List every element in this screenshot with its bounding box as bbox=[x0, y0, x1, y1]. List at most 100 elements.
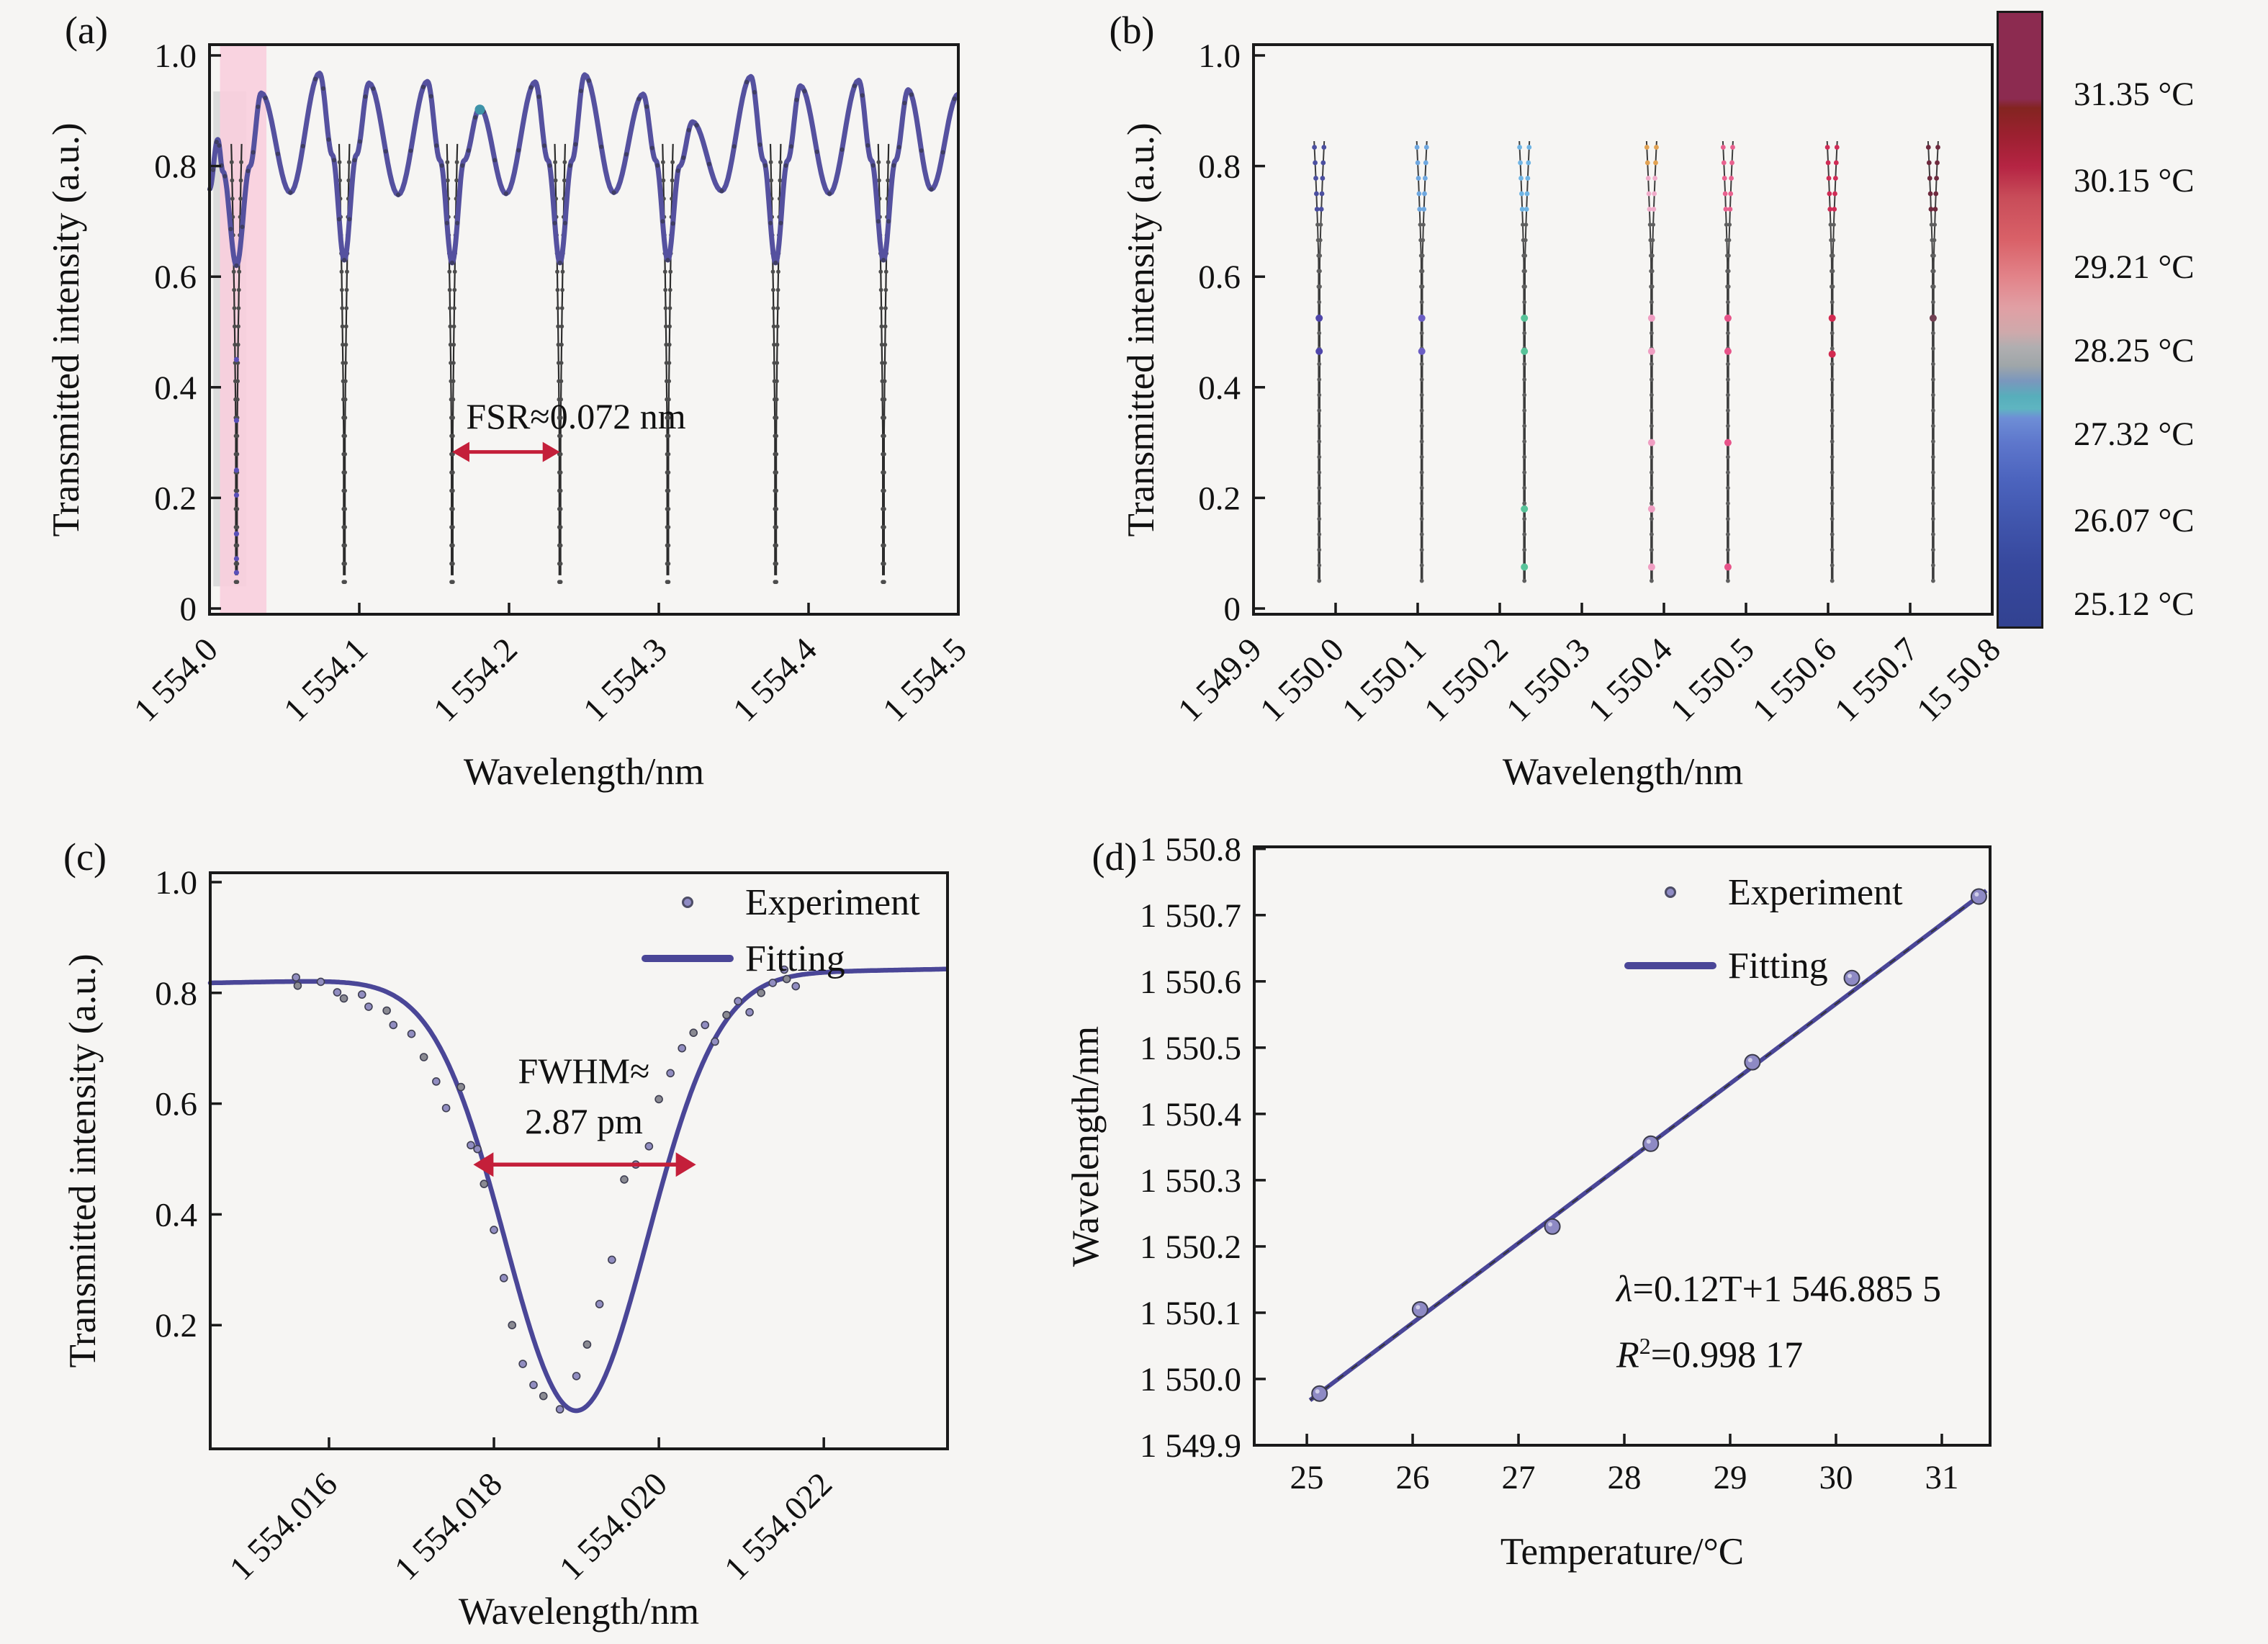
svg-text:15 50.8: 15 50.8 bbox=[1909, 631, 2007, 729]
legend-c-fitting-row: Fitting bbox=[630, 930, 920, 987]
svg-text:1 550.7: 1 550.7 bbox=[1827, 631, 1925, 729]
fitting-line-icon bbox=[630, 955, 745, 962]
svg-text:1 550.3: 1 550.3 bbox=[1140, 1162, 1241, 1200]
svg-text:31: 31 bbox=[1925, 1459, 1958, 1496]
svg-text:27: 27 bbox=[1502, 1459, 1536, 1496]
svg-text:1 554.016: 1 554.016 bbox=[222, 1465, 345, 1588]
panel-b-ylabel: Transmitted intensity (a.u.) bbox=[1120, 122, 1162, 537]
legend-d-fitting-row: Fitting bbox=[1613, 929, 1903, 1002]
legend-c-experiment-row: Experiment bbox=[630, 874, 920, 930]
svg-text:1 550.8: 1 550.8 bbox=[1140, 831, 1241, 868]
svg-text:28: 28 bbox=[1608, 1459, 1642, 1496]
panel-b: 1 549.91 550.01 550.11 550.21 550.31 550… bbox=[1171, 37, 2007, 729]
colorbar-label: 31.35 °C bbox=[2074, 76, 2195, 113]
colorbar-label: 26.07 °C bbox=[2074, 502, 2195, 539]
colorbar-label: 25.12 °C bbox=[2074, 585, 2195, 623]
panel-d-xlabel: Temperature/°C bbox=[1500, 1531, 1745, 1573]
svg-text:1 550.0: 1 550.0 bbox=[1140, 1361, 1241, 1398]
fit-equation: λ=0.12T+1 546.885 5 R2=0.998 17 bbox=[1616, 1262, 1941, 1383]
svg-text:1 550.2: 1 550.2 bbox=[1140, 1228, 1241, 1266]
svg-text:0: 0 bbox=[180, 590, 197, 628]
svg-text:1 554.0: 1 554.0 bbox=[127, 631, 225, 729]
panel-b-xlabel: Wavelength/nm bbox=[1502, 751, 1744, 793]
svg-text:1 550.5: 1 550.5 bbox=[1663, 631, 1761, 729]
fwhm-line1: FWHM≈ bbox=[518, 1051, 650, 1091]
svg-text:0.8: 0.8 bbox=[155, 975, 197, 1012]
panel-d-letter: (d) bbox=[1092, 835, 1138, 879]
colorbar-label: 27.32 °C bbox=[2074, 416, 2195, 453]
legend-c-fitting-label: Fitting bbox=[745, 938, 845, 979]
svg-text:25: 25 bbox=[1290, 1459, 1324, 1496]
svg-text:1 550.1: 1 550.1 bbox=[1140, 1295, 1241, 1332]
colorbar-label: 29.21 °C bbox=[2074, 248, 2195, 286]
svg-text:0.6: 0.6 bbox=[154, 259, 197, 296]
svg-text:1 550.1: 1 550.1 bbox=[1335, 631, 1433, 729]
svg-text:30: 30 bbox=[1819, 1459, 1853, 1496]
svg-text:1 554.5: 1 554.5 bbox=[876, 631, 973, 729]
svg-text:1 554.022: 1 554.022 bbox=[717, 1465, 840, 1588]
svg-text:1 550.6: 1 550.6 bbox=[1745, 631, 1843, 729]
panel-a-xlabel: Wavelength/nm bbox=[463, 751, 705, 793]
svg-text:1 554.2: 1 554.2 bbox=[426, 631, 524, 729]
fit-equation-r2-line: R2=0.998 17 bbox=[1616, 1333, 1804, 1376]
panel-a: 1 554.0 1 554.1 1 554.2 1 554.3 1 554.4 1 554… bbox=[127, 37, 973, 729]
legend-panel-c: Experiment Fitting bbox=[630, 874, 920, 987]
svg-text:0.4: 0.4 bbox=[154, 369, 197, 407]
svg-text:1 550.5: 1 550.5 bbox=[1140, 1030, 1241, 1067]
panel-c-xlabel: Wavelength/nm bbox=[458, 1591, 700, 1632]
legend-d-fitting-label: Fitting bbox=[1728, 945, 1828, 987]
svg-text:1 550.3: 1 550.3 bbox=[1499, 631, 1597, 729]
panel-d-ylabel: Wavelength/nm bbox=[1065, 1025, 1107, 1267]
experiment-marker-icon bbox=[1613, 886, 1728, 898]
fitting-line-icon bbox=[1613, 962, 1728, 969]
legend-d-experiment-row: Experiment bbox=[1613, 855, 1903, 929]
panel-a-letter: (a) bbox=[65, 9, 108, 52]
experiment-marker-icon bbox=[630, 897, 745, 908]
svg-text:1 550.2: 1 550.2 bbox=[1417, 631, 1515, 729]
svg-text:0.6: 0.6 bbox=[1198, 259, 1241, 296]
svg-text:0.2: 0.2 bbox=[1198, 480, 1241, 517]
fwhm-line2: 2.87 pm bbox=[525, 1101, 643, 1141]
svg-text:1 554.020: 1 554.020 bbox=[552, 1465, 675, 1588]
legend-c-experiment-label: Experiment bbox=[745, 881, 920, 923]
svg-text:1 550.7: 1 550.7 bbox=[1140, 897, 1241, 935]
svg-text:0.4: 0.4 bbox=[1198, 369, 1241, 407]
svg-text:0.8: 0.8 bbox=[1198, 148, 1241, 186]
svg-text:26: 26 bbox=[1396, 1459, 1430, 1496]
colorbar-label: 30.15 °C bbox=[2074, 162, 2195, 199]
fsr-annotation: FSR≈0.072 nm bbox=[466, 396, 686, 436]
svg-text:1 554.018: 1 554.018 bbox=[387, 1465, 510, 1588]
svg-text:1 554.4: 1 554.4 bbox=[726, 631, 824, 729]
svg-text:1 549.9: 1 549.9 bbox=[1171, 631, 1269, 729]
panel-c-letter: (c) bbox=[63, 835, 107, 879]
svg-text:1 550.4: 1 550.4 bbox=[1581, 631, 1679, 729]
panel-b-letter: (b) bbox=[1109, 9, 1155, 52]
temperature-colorbar bbox=[1997, 11, 2043, 629]
fit-equation-lambda-line: λ=0.12T+1 546.885 5 bbox=[1616, 1269, 1941, 1310]
svg-text:1 550.6: 1 550.6 bbox=[1140, 964, 1241, 1001]
svg-text:1.0: 1.0 bbox=[155, 864, 197, 902]
panel-d: 25 26 27 28 29 30 31 1 549.9 1 550.0 1 550.1 1 550… bbox=[1140, 831, 1992, 1496]
svg-text:1 549.9: 1 549.9 bbox=[1140, 1427, 1241, 1465]
svg-text:1 554.1: 1 554.1 bbox=[276, 631, 374, 729]
fwhm-annotation: FWHM≈ 2.87 pm bbox=[518, 1046, 649, 1146]
panel-a-ylabel: Transmitted intensity (a.u.) bbox=[45, 122, 87, 537]
legend-panel-d: Experiment Fitting bbox=[1613, 855, 1903, 1002]
svg-text:1.0: 1.0 bbox=[1198, 37, 1241, 75]
svg-text:0.2: 0.2 bbox=[155, 1307, 197, 1344]
svg-text:1 554.3: 1 554.3 bbox=[576, 631, 674, 729]
svg-text:0.4: 0.4 bbox=[155, 1196, 197, 1234]
svg-text:1 550.4: 1 550.4 bbox=[1140, 1096, 1241, 1133]
svg-text:0.8: 0.8 bbox=[154, 148, 197, 186]
panel-c-ylabel: Transmitted intensity (a.u.) bbox=[62, 953, 104, 1368]
svg-text:29: 29 bbox=[1714, 1459, 1747, 1496]
svg-text:0.6: 0.6 bbox=[155, 1086, 197, 1123]
svg-text:0: 0 bbox=[1224, 590, 1241, 628]
svg-text:1 550.0: 1 550.0 bbox=[1253, 631, 1351, 729]
svg-text:0.2: 0.2 bbox=[154, 480, 197, 517]
legend-d-experiment-label: Experiment bbox=[1728, 871, 1903, 913]
svg-text:1.0: 1.0 bbox=[154, 37, 197, 75]
colorbar-label: 28.25 °C bbox=[2074, 332, 2195, 369]
